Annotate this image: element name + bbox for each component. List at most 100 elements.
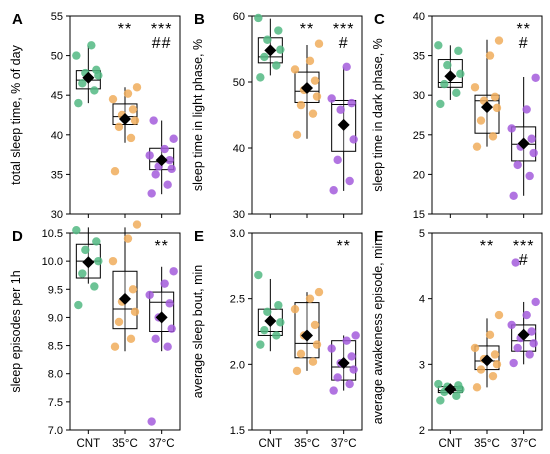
- x-tick-label: CNT: [259, 438, 283, 450]
- mean-marker: [481, 354, 493, 367]
- data-point: [470, 343, 480, 353]
- data-point: [72, 51, 81, 60]
- data-point: [527, 327, 536, 336]
- data-point: [436, 99, 445, 109]
- data-point: [314, 287, 324, 297]
- data-point: [531, 297, 540, 307]
- data-point: [114, 122, 124, 132]
- data-point: [78, 269, 87, 278]
- data-point: [90, 282, 99, 291]
- mean-marker: [82, 256, 95, 269]
- y-tick-label: 3: [419, 359, 425, 371]
- data-point: [342, 62, 351, 72]
- data-point: [494, 310, 504, 320]
- data-point: [308, 109, 318, 118]
- y-tick-label: 10.0: [42, 256, 63, 268]
- y-tick-label: 40: [51, 130, 63, 142]
- data-point: [525, 171, 534, 181]
- x-tick-label: 35°C: [294, 438, 320, 450]
- significance-marker: **: [336, 238, 350, 255]
- y-tick-label: 7.5: [48, 397, 63, 409]
- y-tick-label: 35: [413, 51, 425, 63]
- y-tick-label: 30: [51, 209, 63, 221]
- data-point: [126, 334, 136, 344]
- data-point: [509, 358, 518, 368]
- data-point: [529, 148, 538, 158]
- y-tick-label: 50: [51, 51, 63, 63]
- y-tick-label: 7.0: [48, 425, 63, 437]
- panel-letter: A: [12, 11, 23, 28]
- data-point: [440, 79, 449, 89]
- data-point: [290, 304, 300, 314]
- mean-marker: [444, 383, 457, 396]
- data-point: [305, 56, 315, 66]
- data-point: [254, 270, 263, 280]
- data-point: [454, 46, 463, 56]
- data-point: [351, 331, 360, 340]
- mean-marker: [337, 118, 350, 131]
- mean-marker: [82, 71, 95, 84]
- y-tick-label: 30: [413, 90, 425, 102]
- group-2: [145, 116, 178, 198]
- data-point: [296, 349, 306, 359]
- data-point: [349, 135, 358, 144]
- data-point: [443, 60, 452, 70]
- mean-marker: [264, 314, 277, 327]
- group-0: [72, 41, 103, 108]
- data-point: [342, 336, 351, 345]
- data-point: [470, 83, 480, 92]
- data-point: [81, 245, 90, 255]
- significance-marker: **: [154, 238, 168, 255]
- y-tick-label: 1.5: [230, 425, 245, 437]
- y-tick-label: 15: [413, 209, 425, 221]
- data-point: [147, 189, 156, 198]
- y-tick-label: 10.5: [42, 228, 63, 240]
- data-point: [260, 325, 269, 335]
- data-point: [92, 237, 101, 246]
- data-point: [305, 294, 315, 303]
- y-tick-label: 2.0: [230, 359, 245, 371]
- data-point: [290, 65, 300, 74]
- data-point: [296, 100, 306, 110]
- data-point: [492, 360, 502, 369]
- data-point: [308, 357, 318, 366]
- mean-marker: [517, 137, 530, 150]
- group-2: [507, 258, 540, 368]
- data-point: [494, 36, 504, 45]
- significance-marker: **: [516, 21, 530, 38]
- group-1: [470, 310, 504, 392]
- data-point: [472, 383, 482, 392]
- group-1: [108, 220, 142, 352]
- y-tick-label: 8.5: [48, 341, 63, 353]
- data-point: [292, 366, 302, 376]
- data-point: [492, 103, 502, 113]
- data-point: [90, 86, 99, 95]
- data-point: [507, 320, 516, 330]
- data-point: [132, 83, 142, 92]
- data-point: [263, 35, 272, 44]
- data-point: [272, 331, 281, 340]
- panel-letter: E: [194, 228, 204, 245]
- y-axis-label: sleep time in light phase, %: [191, 39, 205, 191]
- significance-marker: ***: [513, 238, 535, 255]
- data-point: [434, 379, 443, 389]
- data-point: [329, 186, 338, 195]
- significance-marker: **: [118, 21, 132, 38]
- data-point: [110, 167, 120, 176]
- data-point: [167, 164, 176, 174]
- data-point: [312, 92, 322, 101]
- mean-marker: [119, 112, 131, 125]
- data-point: [254, 13, 263, 23]
- data-point: [314, 39, 324, 48]
- data-point: [434, 41, 443, 50]
- y-axis-label: total sleep time, % of day: [9, 44, 23, 184]
- data-point: [110, 342, 120, 351]
- mean-marker: [155, 154, 168, 167]
- x-tick-label: 37°C: [511, 438, 537, 450]
- data-point: [108, 94, 118, 104]
- group-2: [327, 331, 360, 395]
- data-point: [310, 76, 320, 85]
